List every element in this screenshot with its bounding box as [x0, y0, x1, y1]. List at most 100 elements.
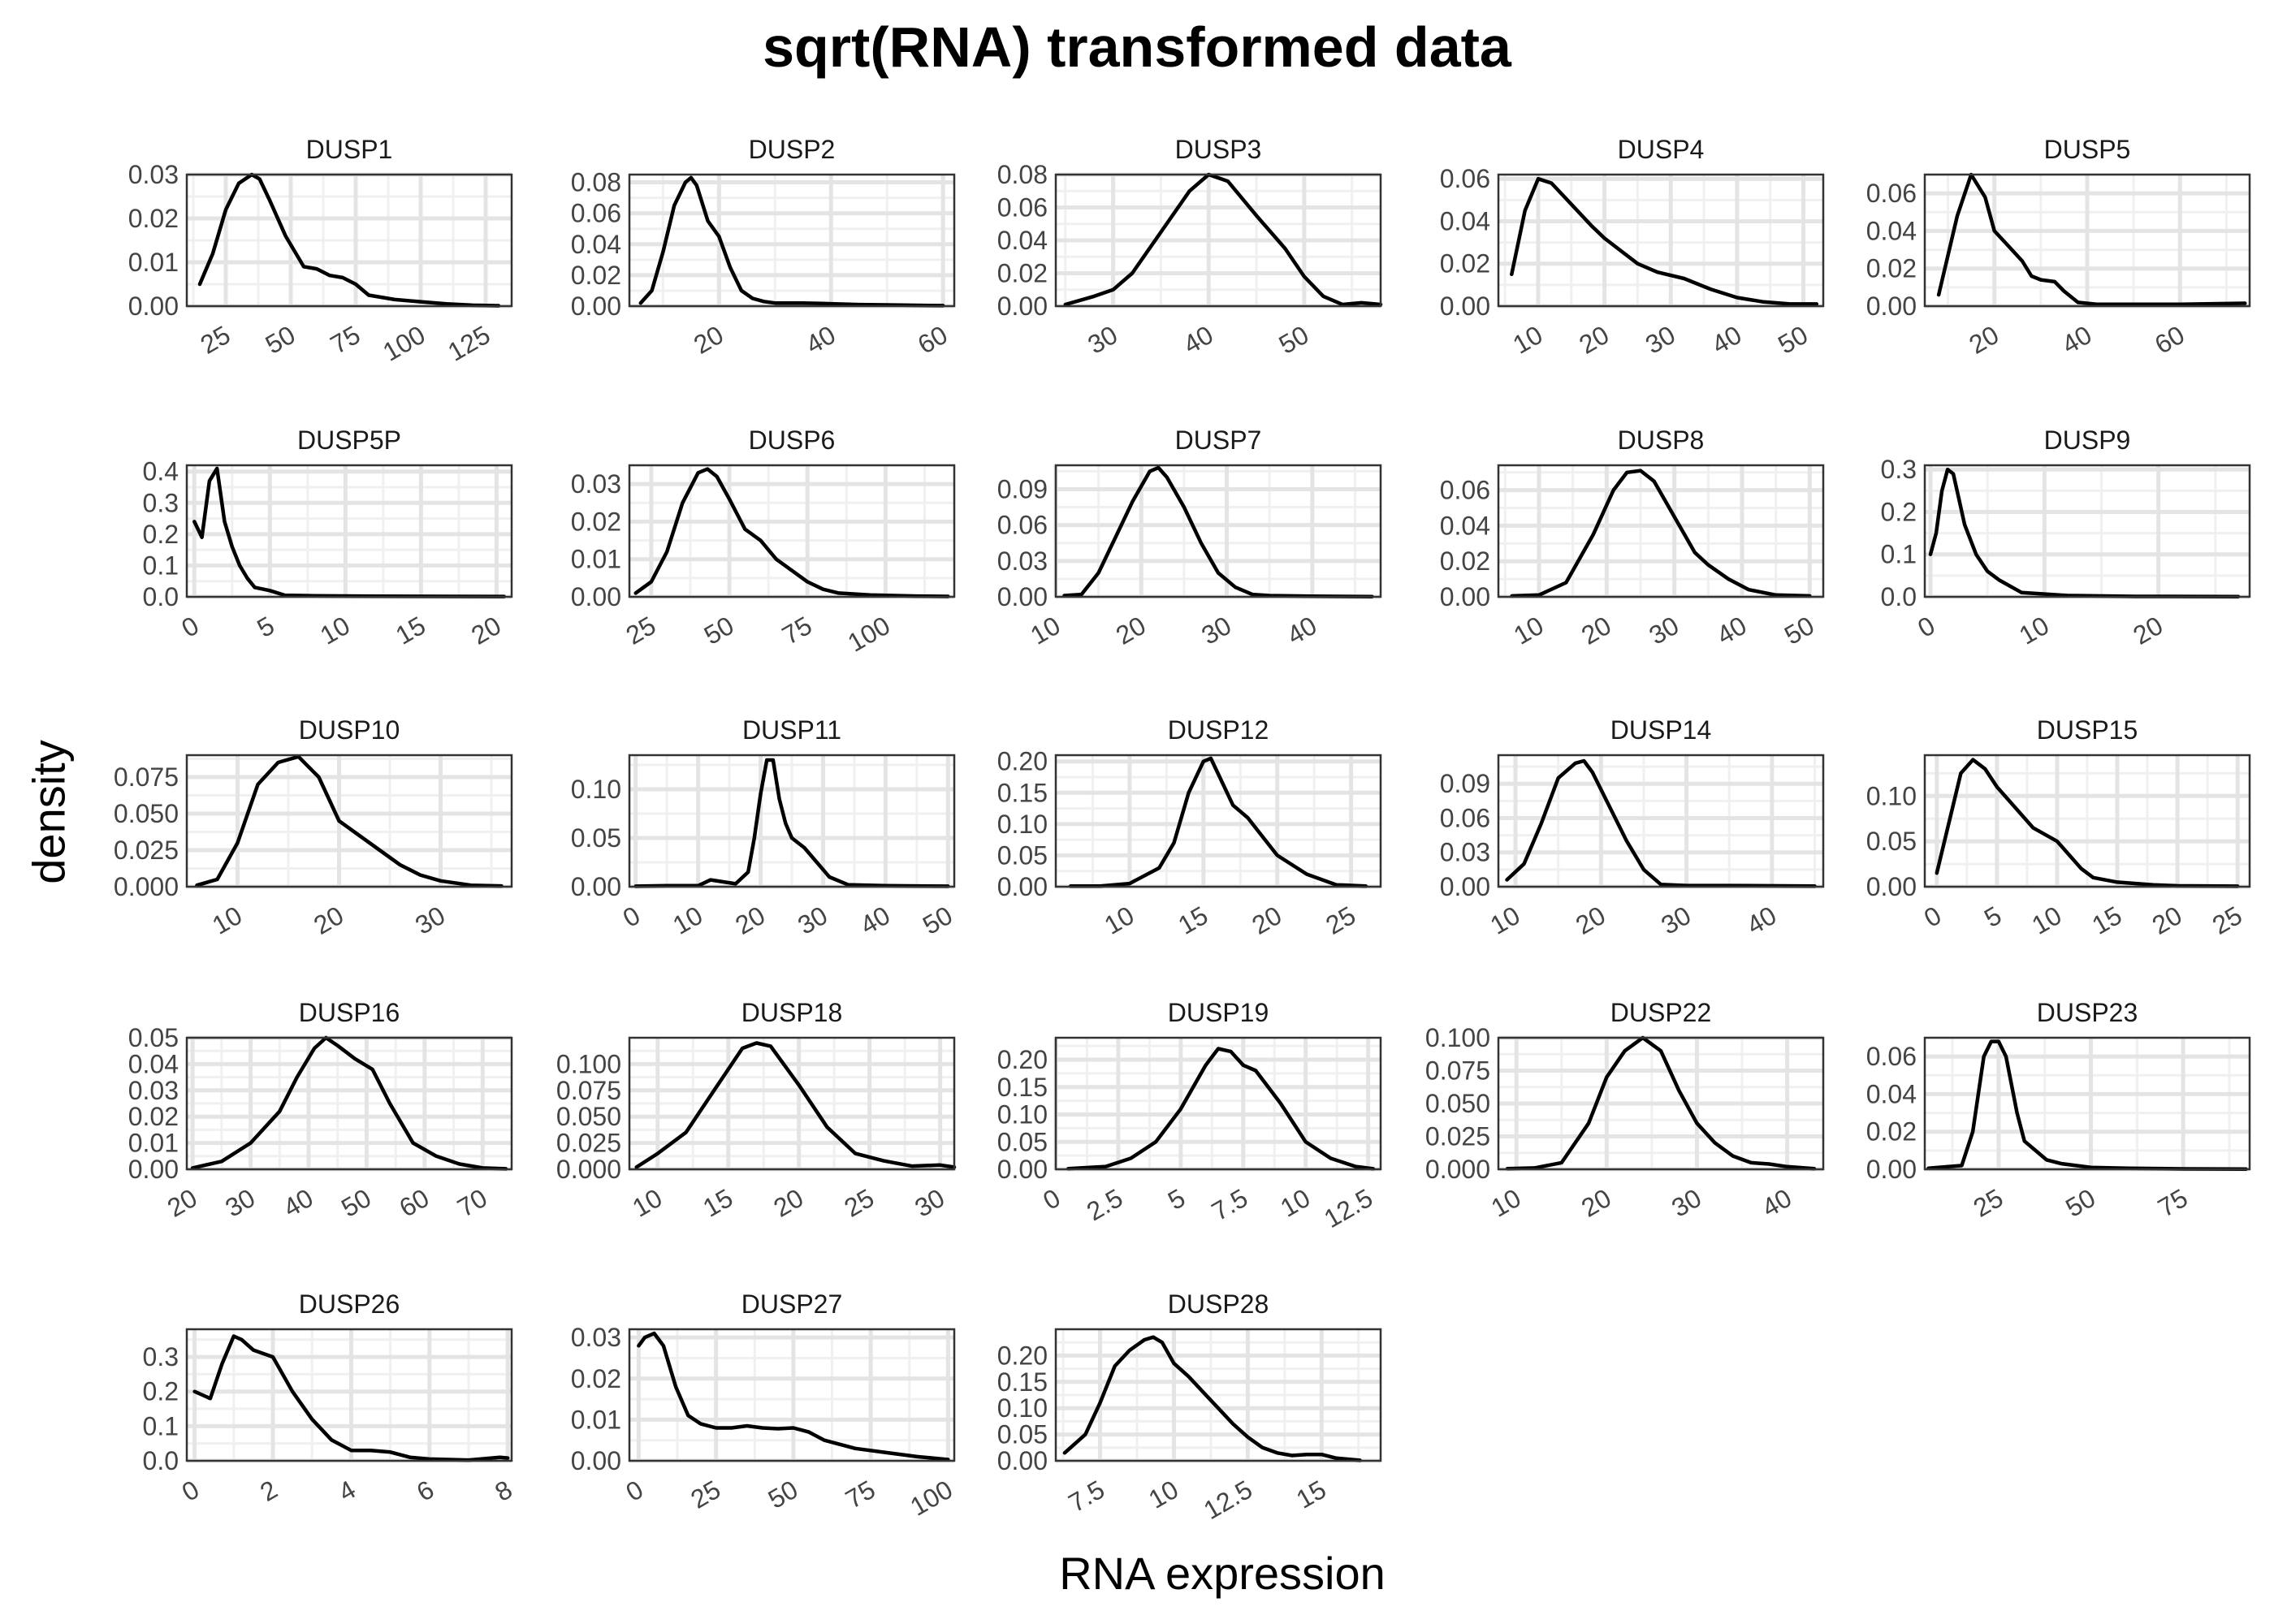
- x-tick-label: 100: [378, 320, 430, 367]
- y-tick-label: 0.02: [1440, 249, 1490, 279]
- y-tick-label: 0.02: [128, 1102, 179, 1131]
- x-tick-label: 10: [1486, 1183, 1526, 1223]
- x-tick-label: 7.5: [1207, 1183, 1253, 1226]
- x-tick-label: 10: [2014, 611, 2054, 650]
- facet-title: DUSP7: [1175, 425, 1262, 455]
- x-tick-label: 30: [1083, 320, 1122, 360]
- y-tick-label: 0.15: [997, 1367, 1048, 1397]
- facet-panel: DUSP14 0.00 0.03 0.06 0.09 10 20 30 40: [1440, 715, 1825, 940]
- y-tick-label: 0.15: [997, 778, 1048, 807]
- y-tick-label: 0.025: [1425, 1122, 1490, 1151]
- facet-panel: DUSP19 0.000.050.100.150.20 0 2.5 5 7.5 10 12.5: [997, 998, 1382, 1233]
- x-tick-label: 40: [1712, 611, 1752, 650]
- facet-title: DUSP14: [1610, 715, 1712, 745]
- facet-title: DUSP5: [2044, 135, 2131, 164]
- density-line: [1062, 465, 1374, 598]
- y-tick-label: 0.04: [1866, 1079, 1917, 1108]
- x-tick-label: 5: [252, 611, 279, 643]
- x-tick-label: 20: [1571, 901, 1610, 940]
- y-tick-label: 0.09: [997, 474, 1048, 503]
- facet-panel: DUSP5 0.00 0.02 0.04 0.06 20 40 60: [1866, 135, 2251, 360]
- facet-title: DUSP2: [749, 135, 836, 164]
- panel-border: [1497, 464, 1825, 598]
- y-tick-label: 0.00: [1866, 872, 1917, 901]
- panel-border: [1923, 173, 2251, 308]
- facet-panel: DUSP11 0.00 0.05 0.10 0 10 20 30 40 50: [571, 715, 958, 940]
- facet-panel: DUSP7 0.00 0.03 0.06 0.09 10 20 30 40: [997, 425, 1382, 650]
- x-tick-label: 50: [2060, 1183, 2100, 1223]
- x-tick-label: 0: [621, 1475, 648, 1507]
- x-tick-label: 20: [2147, 901, 2187, 940]
- density-line: [638, 175, 945, 308]
- facet-title: DUSP9: [2044, 425, 2131, 455]
- density-line: [1926, 1039, 2248, 1172]
- y-tick-label: 0.02: [128, 204, 179, 233]
- facet-title: DUSP6: [749, 425, 836, 455]
- y-tick-label: 0.05: [128, 1023, 179, 1052]
- x-tick-label: 40: [2057, 320, 2097, 360]
- x-tick-label: 10: [1026, 611, 1066, 650]
- facet-title: DUSP8: [1618, 425, 1705, 455]
- y-tick-label: 0.01: [571, 1405, 621, 1434]
- density-line: [1063, 172, 1383, 307]
- x-tick-label: 10: [1485, 901, 1525, 940]
- x-tick-label: 20: [2128, 611, 2168, 650]
- y-tick-label: 0.00: [997, 872, 1048, 901]
- y-tick-label: 0.04: [571, 230, 621, 259]
- x-tick-label: 30: [1641, 320, 1680, 360]
- x-tick-label: 10: [668, 901, 707, 940]
- y-tick-label: 0.00: [128, 292, 179, 321]
- y-tick-label: 0.3: [143, 1342, 179, 1371]
- y-tick-label: 0.00: [1866, 1155, 1917, 1184]
- facet-title: DUSP1: [306, 135, 393, 164]
- x-tick-label: 20: [1247, 901, 1286, 940]
- x-tick-label: 50: [336, 1183, 376, 1223]
- y-tick-label: 0.0: [143, 582, 179, 611]
- x-tick-label: 25: [2207, 901, 2247, 940]
- y-tick-label: 0.02: [571, 1364, 621, 1393]
- y-tick-label: 0.03: [997, 546, 1048, 576]
- y-tick-label: 0.04: [997, 226, 1048, 255]
- x-tick-label: 60: [913, 320, 953, 360]
- y-tick-label: 0.00: [1440, 582, 1490, 611]
- facet-panel: DUSP4 0.00 0.02 0.04 0.06 10 20 30 40 50: [1440, 135, 1825, 360]
- panel-border: [628, 173, 956, 308]
- x-tick-label: 50: [763, 1475, 803, 1514]
- y-tick-label: 0.20: [997, 1341, 1048, 1370]
- y-tick-label: 0.05: [997, 1127, 1048, 1156]
- facet-title: DUSP28: [1168, 1289, 1269, 1319]
- x-tick-label: 25: [1321, 901, 1360, 940]
- facet-title: DUSP12: [1168, 715, 1269, 745]
- facet-panel: DUSP23 0.00 0.02 0.04 0.06 25 50 75: [1866, 998, 2251, 1223]
- x-tick-label: 40: [1757, 1183, 1796, 1223]
- x-tick-label: 125: [443, 320, 495, 367]
- x-tick-label: 30: [220, 1183, 260, 1223]
- y-tick-label: 0.2: [143, 1377, 179, 1406]
- x-tick-label: 30: [1667, 1183, 1706, 1223]
- y-tick-label: 0.15: [997, 1073, 1048, 1102]
- facet-title: DUSP27: [741, 1289, 843, 1319]
- y-tick-label: 0.08: [997, 160, 1048, 189]
- x-tick-label: 12.5: [1319, 1183, 1377, 1233]
- panel-border: [1054, 1036, 1382, 1171]
- x-tick-label: 25: [685, 1475, 725, 1514]
- facet-title: DUSP10: [299, 715, 400, 745]
- facet-title: DUSP5P: [297, 425, 401, 455]
- x-tick-label: 20: [1574, 320, 1614, 360]
- x-tick-label: 15: [2087, 901, 2127, 940]
- facet-panel: DUSP22 0.000 0.025 0.050 0.075 0.100 10 20 30 40: [1425, 998, 1825, 1223]
- panel-border: [185, 464, 513, 598]
- facet-panel: DUSP26 0.0 0.1 0.2 0.3 0 2 4 6 8: [143, 1289, 517, 1507]
- y-tick-label: 0.02: [571, 507, 621, 536]
- x-tick-label: 100: [906, 1475, 958, 1522]
- x-tick-label: 20: [1111, 611, 1151, 650]
- facet-title: DUSP26: [299, 1289, 400, 1319]
- x-tick-label: 50: [918, 901, 958, 940]
- y-tick-label: 0.050: [1425, 1089, 1490, 1118]
- y-tick-label: 0.03: [128, 1076, 179, 1105]
- x-tick-label: 50: [1779, 611, 1819, 650]
- panel-border: [1923, 1036, 2251, 1171]
- y-tick-label: 0.03: [128, 160, 179, 189]
